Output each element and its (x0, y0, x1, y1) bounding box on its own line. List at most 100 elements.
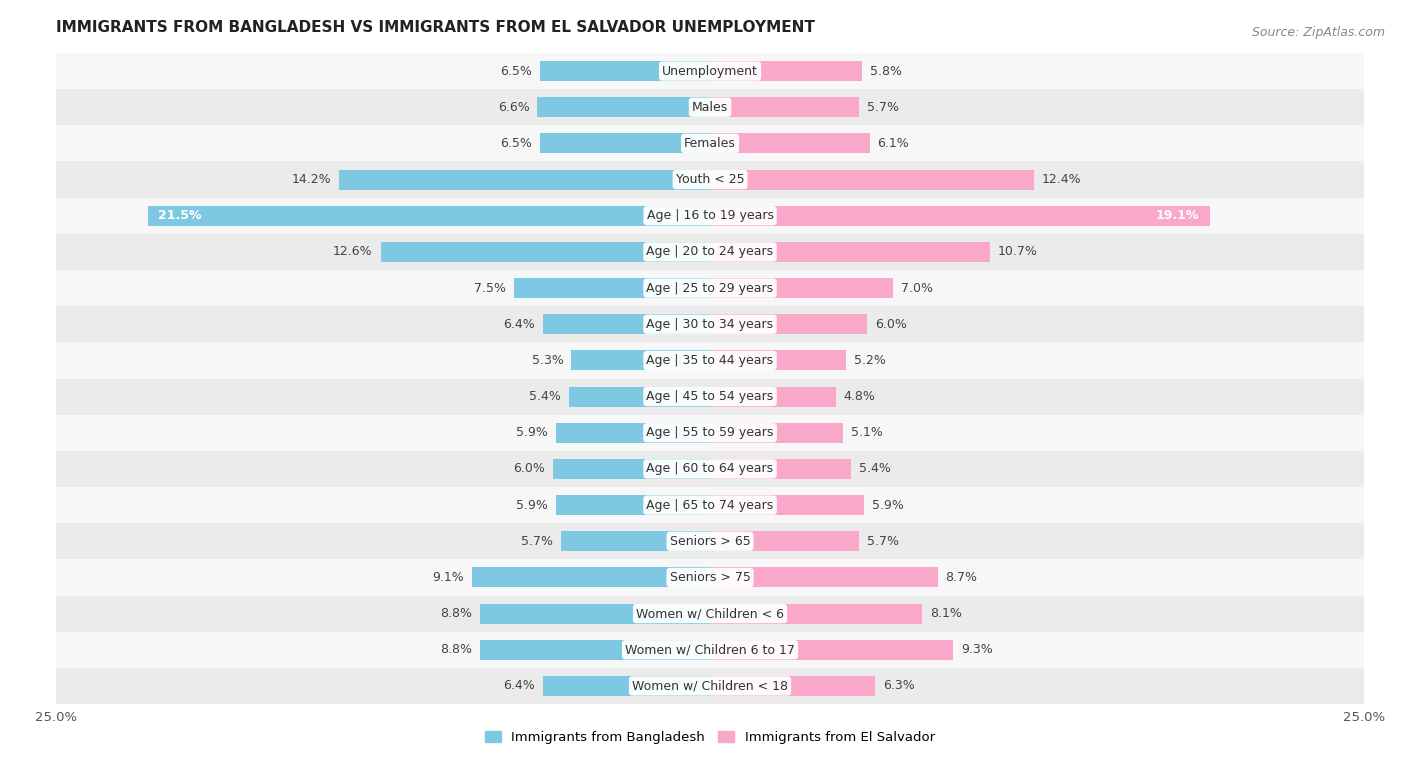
Bar (56, 198, 1364, 234)
Bar (56, 126, 1364, 161)
Text: Seniors > 65: Seniors > 65 (669, 534, 751, 548)
Text: 5.3%: 5.3% (531, 354, 564, 367)
Text: 6.3%: 6.3% (883, 680, 914, 693)
Bar (515, 278, 710, 298)
Text: 5.7%: 5.7% (868, 101, 898, 114)
Text: 8.1%: 8.1% (929, 607, 962, 620)
Bar (561, 531, 710, 551)
Text: 6.0%: 6.0% (513, 463, 546, 475)
Text: 5.4%: 5.4% (529, 390, 561, 403)
Text: 14.2%: 14.2% (291, 173, 330, 186)
Text: 5.4%: 5.4% (859, 463, 891, 475)
Bar (710, 531, 859, 551)
Bar (553, 459, 710, 479)
Bar (540, 133, 710, 154)
Text: 19.1%: 19.1% (1156, 209, 1199, 223)
Bar (56, 89, 1364, 126)
Bar (540, 61, 710, 81)
Text: 8.8%: 8.8% (440, 643, 472, 656)
Text: 12.4%: 12.4% (1042, 173, 1081, 186)
Bar (479, 603, 710, 624)
Bar (710, 603, 922, 624)
Bar (543, 676, 710, 696)
Text: Age | 30 to 34 years: Age | 30 to 34 years (647, 318, 773, 331)
Bar (537, 98, 710, 117)
Bar (479, 640, 710, 659)
Bar (571, 350, 710, 370)
Text: 5.2%: 5.2% (853, 354, 886, 367)
Text: Age | 16 to 19 years: Age | 16 to 19 years (647, 209, 773, 223)
Text: 8.7%: 8.7% (945, 571, 977, 584)
Text: Age | 55 to 59 years: Age | 55 to 59 years (647, 426, 773, 439)
Bar (56, 234, 1364, 270)
Bar (56, 631, 1364, 668)
Text: 6.1%: 6.1% (877, 137, 910, 150)
Bar (56, 378, 1364, 415)
Bar (710, 568, 938, 587)
Text: Age | 20 to 24 years: Age | 20 to 24 years (647, 245, 773, 258)
Text: Age | 25 to 29 years: Age | 25 to 29 years (647, 282, 773, 294)
Text: Women w/ Children < 18: Women w/ Children < 18 (633, 680, 787, 693)
Bar (56, 342, 1364, 378)
Text: Age | 60 to 64 years: Age | 60 to 64 years (647, 463, 773, 475)
Bar (710, 387, 835, 407)
Bar (569, 387, 710, 407)
Bar (710, 676, 875, 696)
Bar (710, 459, 851, 479)
Bar (710, 423, 844, 443)
Text: 12.6%: 12.6% (333, 245, 373, 258)
Bar (710, 495, 865, 515)
Bar (56, 559, 1364, 596)
Bar (710, 350, 846, 370)
Text: Males: Males (692, 101, 728, 114)
Text: 6.4%: 6.4% (503, 680, 534, 693)
Bar (710, 170, 1035, 189)
Text: 5.1%: 5.1% (851, 426, 883, 439)
Bar (56, 487, 1364, 523)
Text: 5.7%: 5.7% (522, 534, 553, 548)
Legend: Immigrants from Bangladesh, Immigrants from El Salvador: Immigrants from Bangladesh, Immigrants f… (479, 726, 941, 749)
Text: 10.7%: 10.7% (998, 245, 1038, 258)
Text: Age | 45 to 54 years: Age | 45 to 54 years (647, 390, 773, 403)
Bar (710, 206, 1209, 226)
Bar (381, 242, 710, 262)
Text: 7.0%: 7.0% (901, 282, 934, 294)
Text: 7.5%: 7.5% (474, 282, 506, 294)
Bar (555, 495, 710, 515)
Bar (56, 523, 1364, 559)
Bar (56, 596, 1364, 631)
Bar (710, 242, 990, 262)
Text: Women w/ Children 6 to 17: Women w/ Children 6 to 17 (626, 643, 794, 656)
Text: Women w/ Children < 6: Women w/ Children < 6 (636, 607, 785, 620)
Text: Age | 35 to 44 years: Age | 35 to 44 years (647, 354, 773, 367)
Text: 5.9%: 5.9% (872, 499, 904, 512)
Text: 8.8%: 8.8% (440, 607, 472, 620)
Text: 6.0%: 6.0% (875, 318, 907, 331)
Text: 4.8%: 4.8% (844, 390, 876, 403)
Bar (56, 668, 1364, 704)
Bar (148, 206, 710, 226)
Bar (472, 568, 710, 587)
Text: 5.8%: 5.8% (869, 64, 901, 77)
Bar (56, 270, 1364, 306)
Text: 6.6%: 6.6% (498, 101, 530, 114)
Text: 5.9%: 5.9% (516, 499, 548, 512)
Bar (56, 415, 1364, 451)
Text: 21.5%: 21.5% (159, 209, 201, 223)
Text: 5.7%: 5.7% (868, 534, 898, 548)
Bar (710, 61, 862, 81)
Bar (555, 423, 710, 443)
Text: Unemployment: Unemployment (662, 64, 758, 77)
Text: 5.9%: 5.9% (516, 426, 548, 439)
Text: Age | 65 to 74 years: Age | 65 to 74 years (647, 499, 773, 512)
Bar (339, 170, 710, 189)
Text: Seniors > 75: Seniors > 75 (669, 571, 751, 584)
Text: 6.4%: 6.4% (503, 318, 534, 331)
Bar (710, 314, 868, 334)
Text: Source: ZipAtlas.com: Source: ZipAtlas.com (1251, 26, 1385, 39)
Text: Females: Females (685, 137, 735, 150)
Text: 6.5%: 6.5% (501, 137, 533, 150)
Bar (710, 98, 859, 117)
Bar (56, 53, 1364, 89)
Bar (543, 314, 710, 334)
